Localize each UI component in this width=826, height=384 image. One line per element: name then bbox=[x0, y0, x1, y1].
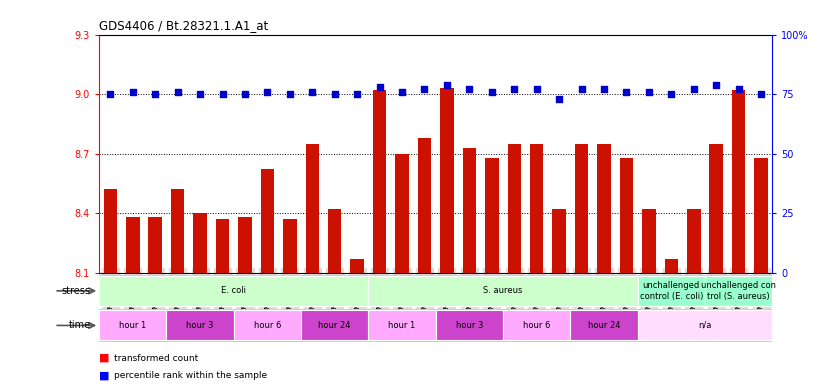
Bar bbox=[171, 189, 184, 273]
Point bbox=[373, 84, 387, 90]
Point bbox=[575, 86, 588, 93]
Bar bbox=[705, 276, 772, 306]
Text: hour 6: hour 6 bbox=[254, 321, 281, 330]
Point bbox=[418, 86, 431, 93]
Text: hour 3: hour 3 bbox=[187, 321, 214, 330]
Bar bbox=[575, 144, 588, 273]
Bar bbox=[642, 209, 656, 273]
Bar bbox=[418, 138, 431, 273]
Bar bbox=[126, 217, 140, 273]
Point bbox=[687, 86, 700, 93]
Bar bbox=[373, 90, 387, 273]
Bar bbox=[571, 310, 638, 341]
Text: hour 1: hour 1 bbox=[119, 321, 146, 330]
Text: S. aureus: S. aureus bbox=[483, 286, 523, 295]
Bar bbox=[368, 276, 638, 306]
Point bbox=[553, 96, 566, 102]
Point bbox=[171, 89, 184, 95]
Bar bbox=[687, 209, 700, 273]
Text: hour 1: hour 1 bbox=[388, 321, 415, 330]
Text: hour 24: hour 24 bbox=[319, 321, 351, 330]
Point bbox=[104, 91, 117, 97]
Bar bbox=[638, 276, 705, 306]
Text: stress: stress bbox=[62, 286, 91, 296]
Bar bbox=[530, 144, 544, 273]
Bar bbox=[103, 189, 117, 273]
Bar bbox=[754, 157, 768, 273]
Bar bbox=[261, 169, 274, 273]
Point bbox=[239, 91, 252, 97]
Bar bbox=[301, 310, 368, 341]
Bar bbox=[553, 209, 566, 273]
Text: hour 3: hour 3 bbox=[456, 321, 483, 330]
Bar bbox=[238, 217, 252, 273]
Point bbox=[328, 91, 341, 97]
Text: unchallenged con
trol (S. aureus): unchallenged con trol (S. aureus) bbox=[701, 281, 776, 301]
Point bbox=[643, 89, 656, 95]
Point bbox=[530, 86, 544, 93]
Point bbox=[508, 86, 521, 93]
Point bbox=[193, 91, 206, 97]
Bar bbox=[149, 217, 162, 273]
Text: unchallenged
control (E. coli): unchallenged control (E. coli) bbox=[639, 281, 703, 301]
Point bbox=[665, 91, 678, 97]
Bar bbox=[368, 310, 436, 341]
Text: transformed count: transformed count bbox=[114, 354, 198, 363]
Point bbox=[440, 81, 453, 88]
Point bbox=[261, 89, 274, 95]
Bar bbox=[507, 144, 521, 273]
Bar bbox=[436, 310, 503, 341]
Point bbox=[216, 91, 229, 97]
Point bbox=[732, 86, 745, 93]
Point bbox=[396, 89, 409, 95]
Bar bbox=[440, 88, 453, 273]
Text: hour 24: hour 24 bbox=[588, 321, 620, 330]
Point bbox=[350, 91, 363, 97]
Bar bbox=[167, 310, 234, 341]
Text: hour 6: hour 6 bbox=[523, 321, 550, 330]
Bar bbox=[99, 310, 167, 341]
Bar bbox=[350, 259, 364, 273]
Point bbox=[485, 89, 498, 95]
Bar bbox=[234, 310, 301, 341]
Bar bbox=[638, 310, 772, 341]
Bar bbox=[597, 144, 610, 273]
Point bbox=[463, 86, 476, 93]
Text: ■: ■ bbox=[99, 353, 110, 363]
Bar bbox=[463, 148, 476, 273]
Bar bbox=[503, 310, 570, 341]
Bar bbox=[710, 144, 723, 273]
Point bbox=[126, 89, 140, 95]
Text: time: time bbox=[69, 320, 91, 331]
Bar bbox=[396, 154, 409, 273]
Point bbox=[306, 89, 319, 95]
Point bbox=[620, 89, 633, 95]
Bar bbox=[485, 157, 499, 273]
Bar bbox=[99, 276, 368, 306]
Bar bbox=[665, 259, 678, 273]
Point bbox=[710, 81, 723, 88]
Point bbox=[597, 86, 610, 93]
Bar bbox=[732, 90, 745, 273]
Point bbox=[283, 91, 297, 97]
Bar bbox=[328, 209, 341, 273]
Point bbox=[754, 91, 767, 97]
Bar bbox=[193, 213, 206, 273]
Text: E. coli: E. coli bbox=[221, 286, 246, 295]
Text: n/a: n/a bbox=[698, 321, 712, 330]
Text: percentile rank within the sample: percentile rank within the sample bbox=[114, 371, 267, 380]
Bar bbox=[283, 219, 297, 273]
Bar bbox=[306, 144, 319, 273]
Bar bbox=[620, 157, 634, 273]
Text: ■: ■ bbox=[99, 370, 110, 380]
Point bbox=[149, 91, 162, 97]
Text: GDS4406 / Bt.28321.1.A1_at: GDS4406 / Bt.28321.1.A1_at bbox=[99, 19, 268, 32]
Bar bbox=[216, 219, 230, 273]
